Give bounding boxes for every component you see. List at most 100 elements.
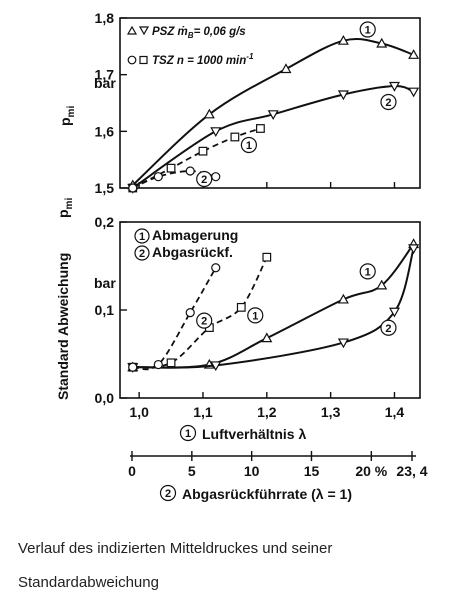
legend-abgasrueckf: Abgasrückf. [152,244,233,260]
figure: 1,8 1,7 1,6 1,5 1 2 1 2 PSZ ṁB= 0,06 g/s TSZ n… [55,10,428,502]
legend-num1-circle [134,228,150,244]
bottom-curve-label-circle [247,307,264,324]
bottom-y-symbol: pmi [55,198,75,218]
x1-tick-label: 1,1 [193,404,213,420]
bottom-data-point [211,263,221,273]
legend-num2-circle [134,245,150,261]
legend-circle-icon [127,55,137,65]
bottom-data-point [337,293,349,304]
bottom-data-point [128,362,138,372]
x1-tick-label: 1,3 [321,404,341,420]
bottom-y-tick-label: 0,0 [95,390,115,406]
bottom-data-point [153,359,163,370]
top-plot-frame [119,17,421,189]
x2-label-num-circle [159,484,177,502]
top-y-tick-label: 1,8 [95,10,115,26]
caption-line-1: Verlauf des indizierten Mitteldruckes un… [18,540,333,557]
top-data-point [376,37,388,48]
bottom-data-point [262,252,272,262]
top-data-point [153,172,163,182]
bottom-y-ticks: 0,2 0,1 0,0 [95,214,396,406]
x2-label-num: 2 [165,488,171,500]
top-curve-label: 1 [246,140,252,152]
x2-tick-label: 23, 4 [396,463,427,479]
bottom-y-unit: bar [94,275,116,291]
x1-tick-label: 1,2 [257,404,277,420]
x1-label-num: 1 [185,428,191,440]
legend-triangle-up-icon [126,25,138,35]
top-curve-label: 2 [201,174,207,186]
top-y-unit: bar [94,75,116,91]
top-data-point [408,87,420,98]
bottom-data-point [408,244,420,255]
bottom-curve-label-circle [196,312,213,329]
top-data-point [198,146,208,156]
legend-square-icon [139,55,148,65]
bottom-curve-label: 2 [385,323,391,335]
bottom-data-point [236,302,246,312]
legend-num1-text: 1 [139,231,145,243]
legend-abmagerung: Abmagerung [152,227,238,243]
x-axis-egr: 0 5 10 15 20 % 23, 4 2 Abgasrückführrate (λ =… [128,451,428,502]
x1-label-num-circle [179,424,197,442]
bottom-data-point [185,308,195,318]
x2-tick-label: 10 [244,463,260,479]
top-data-point [185,166,195,176]
bottom-y-tick-label: 0,1 [95,302,115,318]
legend-triangle-down-icon [138,26,150,36]
figure-caption: Verlauf des indizierten Mitteldruckes un… [18,532,448,600]
top-y-symbol: pmi [57,106,77,126]
top-series-line-3 [132,127,261,189]
top-data-point [203,108,215,119]
top-data-point [388,81,400,92]
bottom-curve-label-circle [359,263,376,280]
x1-tick-labels: 1,0 1,1 1,2 1,3 1,4 [129,404,404,420]
top-data-point [211,172,221,182]
caption-line-2: Standardabweichung [18,574,159,591]
top-data-point [337,34,349,45]
top-data-point [267,110,279,121]
top-y-tick-label: 1,5 [95,180,115,196]
x1-tick-label: 1,0 [129,404,149,420]
bottom-series-line-3 [132,256,268,369]
top-curve-label-circle [196,170,213,188]
bottom-series-line-2 [132,248,415,369]
bottom-data-point [166,358,176,368]
top-data-point [280,63,292,74]
top-y-tick-label: 1,6 [95,123,115,139]
bottom-y-title: Standard Abweichung [55,253,71,400]
top-data-point [230,132,240,142]
top-curve-label-circle [240,136,257,154]
x2-tick-label: 15 [304,463,320,479]
bottom-curve-label-circle [380,319,397,336]
top-curves: 1 2 1 2 [127,21,420,194]
bottom-curves: 1 2 1 2 [127,238,420,373]
legend-psz-text: PSZ ṁB= 0,06 g/s [152,26,246,40]
bottom-legend: 1 Abmagerung 2 Abgasrückf. [134,227,238,261]
top-y-tick-label: 1,7 [95,67,115,83]
top-curve-label: 1 [365,25,371,37]
bottom-data-point [261,332,273,343]
top-data-point [337,90,349,101]
bottom-curve-label: 1 [365,266,371,278]
x2-tick-label: 5 [188,463,196,479]
x2-ticks: 0 5 10 15 20 % 23, 4 [128,451,428,479]
top-curve-label-circle [359,21,376,38]
bottom-curve-label: 2 [201,316,207,328]
x2-tick-label: 0 [128,463,136,479]
x2-axis-label: Abgasrückführrate (λ = 1) [182,486,352,502]
x-axis-lambda: 1,0 1,1 1,2 1,3 1,4 1 Luftverhältnis λ [129,404,404,442]
x2-tick-label: 20 % [355,463,387,479]
bottom-data-point [210,361,222,372]
top-data-point [256,124,265,133]
top-data-point [166,163,176,173]
x1-tick-label: 1,4 [385,404,405,420]
bottom-panel: 0,2 0,1 0,0 1 2 1 2 1 Abmagerung 2 Abgasrückf… [55,198,421,406]
bottom-series-line-1 [132,243,415,369]
bottom-series-line-4 [132,267,217,371]
bottom-curve-label: 1 [252,310,258,322]
bottom-data-point [388,307,400,318]
top-curve-label: 2 [385,97,391,109]
top-data-point [128,183,138,193]
top-curve-label-circle [380,93,397,111]
